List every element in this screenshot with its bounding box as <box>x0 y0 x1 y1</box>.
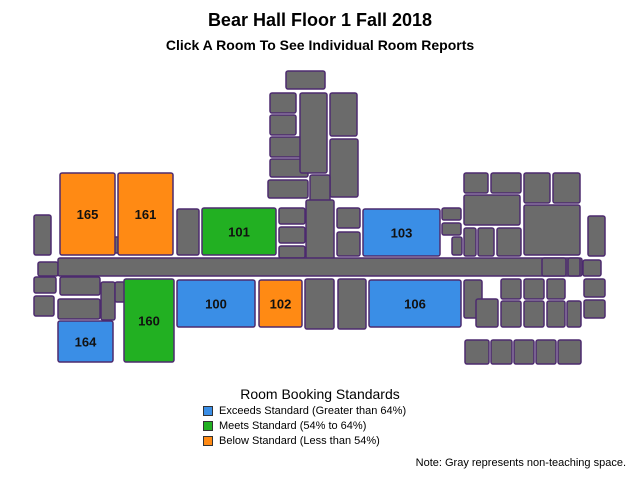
non-teaching-space <box>557 339 582 365</box>
non-teaching-space <box>33 214 52 256</box>
non-teaching-space <box>566 300 582 328</box>
non-teaching-space <box>523 300 545 328</box>
non-teaching-space <box>475 298 499 328</box>
non-teaching-space <box>305 199 335 261</box>
non-teaching-space <box>552 172 581 204</box>
legend-title: Room Booking Standards <box>240 386 400 402</box>
non-teaching-space <box>441 222 462 236</box>
non-teaching-space <box>59 276 101 296</box>
non-teaching-space <box>477 227 495 257</box>
legend-item-below: Below Standard (Less than 54%) <box>203 435 380 447</box>
non-teaching-space <box>490 339 513 365</box>
room-100[interactable] <box>176 279 256 328</box>
legend-label-meets: Meets Standard (54% to 64%) <box>219 420 367 432</box>
legend-swatch-below <box>203 436 213 446</box>
non-teaching-space <box>269 92 297 114</box>
non-teaching-space <box>583 278 606 298</box>
non-teaching-space <box>278 207 306 225</box>
non-teaching-space <box>304 278 335 330</box>
non-teaching-space <box>336 231 361 257</box>
room-101[interactable] <box>201 207 277 256</box>
non-teaching-space <box>37 261 59 277</box>
legend-swatch-exceeds <box>203 406 213 416</box>
legend-label-exceeds: Exceeds Standard (Greater than 64%) <box>219 405 407 417</box>
non-teaching-space <box>496 227 522 257</box>
non-teaching-space <box>337 278 367 330</box>
legend-label-below: Below Standard (Less than 54%) <box>219 435 380 447</box>
non-teaching-space <box>513 339 535 365</box>
non-teaching-space <box>500 300 522 328</box>
map-title: Bear Hall Floor 1 Fall 2018 <box>207 10 433 30</box>
non-teaching-space <box>57 257 583 277</box>
room-165[interactable] <box>59 172 116 256</box>
non-teaching-space <box>269 114 297 136</box>
non-teaching-space <box>546 300 566 328</box>
non-teaching-space <box>523 172 551 204</box>
map-note: Note: Gray represents non-teaching space… <box>415 457 626 469</box>
non-teaching-space <box>546 278 566 300</box>
non-teaching-space <box>463 194 521 226</box>
map-subtitle: Click A Room To See Individual Room Repo… <box>165 37 475 53</box>
non-teaching-space <box>451 236 463 256</box>
legend-item-exceeds: Exceeds Standard (Greater than 64%) <box>203 405 406 417</box>
non-teaching-spaces <box>33 70 606 365</box>
non-teaching-space <box>490 172 522 194</box>
non-teaching-space <box>267 179 309 199</box>
non-teaching-space <box>523 278 545 300</box>
non-teaching-space <box>176 208 200 256</box>
non-teaching-space <box>299 92 328 174</box>
non-teaching-space <box>441 207 462 221</box>
non-teaching-space <box>336 207 361 229</box>
non-teaching-space <box>278 226 306 244</box>
non-teaching-space <box>57 298 101 320</box>
non-teaching-space <box>285 70 326 90</box>
non-teaching-space <box>329 92 358 137</box>
room-164[interactable] <box>57 320 114 363</box>
non-teaching-space <box>523 204 581 256</box>
non-teaching-space <box>33 276 57 294</box>
room-161[interactable] <box>117 172 174 256</box>
legend-item-meets: Meets Standard (54% to 64%) <box>203 420 366 432</box>
room-103[interactable] <box>362 208 441 257</box>
non-teaching-space <box>587 215 606 257</box>
room-160[interactable] <box>123 278 175 363</box>
non-teaching-space <box>463 227 477 257</box>
non-teaching-space <box>33 295 55 317</box>
non-teaching-space <box>464 339 490 365</box>
non-teaching-space <box>329 138 359 198</box>
non-teaching-space <box>583 299 606 319</box>
non-teaching-space <box>100 281 116 321</box>
non-teaching-space <box>582 259 602 277</box>
non-teaching-space <box>535 339 557 365</box>
room-102[interactable] <box>258 279 303 328</box>
non-teaching-space <box>567 257 581 277</box>
legend-swatch-meets <box>203 421 213 431</box>
non-teaching-space <box>541 257 567 277</box>
non-teaching-space <box>278 245 306 259</box>
room-106[interactable] <box>368 279 462 328</box>
non-teaching-space <box>500 278 522 300</box>
non-teaching-space <box>463 172 489 194</box>
